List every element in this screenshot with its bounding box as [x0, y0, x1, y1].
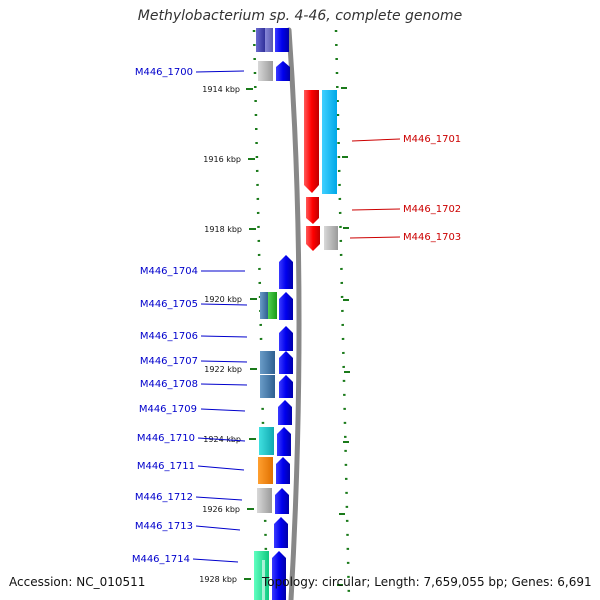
genome-backbone [286, 27, 302, 600]
tick-label: 1920 kbp [204, 295, 242, 304]
gene-label[interactable]: M446_1703 [403, 232, 461, 243]
gene-label[interactable]: M446_1707 [140, 356, 198, 367]
gene-m446-1705[interactable] [260, 292, 293, 320]
genome-title: Methylobacterium sp. 4-46, complete geno… [137, 8, 463, 24]
gene-label[interactable]: M446_1713 [135, 521, 193, 532]
gene-label[interactable]: M446_1714 [132, 554, 190, 565]
right-pointer-lines [349, 138, 401, 239]
gene-m446-1707[interactable] [260, 351, 293, 374]
gene-label[interactable]: M446_1712 [135, 492, 193, 503]
gene-m446-1700[interactable] [258, 61, 290, 81]
ruler-labels: 1914 kbp 1916 kbp 1918 kbp 1920 kbp 1922… [199, 85, 242, 584]
gene-m446-1706[interactable] [279, 326, 293, 351]
gene-m446-1711[interactable] [258, 457, 290, 484]
gene-m446-1701[interactable] [304, 90, 337, 194]
gene-label[interactable]: M446_1704 [140, 266, 198, 277]
left-pointer-lines [192, 70, 248, 563]
gene-label[interactable]: M446_1700 [135, 67, 193, 78]
gene-label[interactable]: M446_1710 [137, 433, 195, 444]
gene-m446-1708[interactable] [260, 375, 293, 398]
gene-m446-1710[interactable] [259, 427, 291, 456]
gene-label[interactable]: M446_1702 [403, 204, 461, 215]
accession-text: Accession: NC_010511 [9, 575, 146, 589]
gene-m446-1704[interactable] [279, 255, 293, 289]
gene-m446-1702[interactable] [306, 197, 319, 224]
ruler-ticks-left [244, 88, 257, 580]
gene-m446-1712[interactable] [257, 488, 289, 514]
gene-label[interactable]: M446_1708 [140, 379, 198, 390]
ruler-ticks-right [337, 87, 350, 586]
gene-block-top [256, 28, 289, 52]
tick-label: 1914 kbp [202, 85, 240, 94]
left-gene-labels: M446_1700 M446_1704 M446_1705 M446_1706 … [132, 67, 198, 565]
gene-label[interactable]: M446_1705 [140, 299, 198, 310]
tick-label: 1922 kbp [204, 365, 242, 374]
gene-m446-1709[interactable] [278, 400, 292, 425]
tick-label: 1918 kbp [204, 225, 242, 234]
tick-label: 1916 kbp [203, 155, 241, 164]
gene-label[interactable]: M446_1709 [139, 404, 197, 415]
tick-label: 1926 kbp [202, 505, 240, 514]
gene-m446-1703[interactable] [306, 226, 338, 251]
gene-m446-1714[interactable] [254, 551, 286, 600]
gene-label[interactable]: M446_1706 [140, 331, 198, 342]
gene-label[interactable]: M446_1701 [403, 134, 461, 145]
gene-m446-1713[interactable] [274, 517, 288, 548]
right-gene-labels: M446_1701 M446_1702 M446_1703 [403, 134, 461, 243]
genome-summary-text: Topology: circular; Length: 7,659,055 bp… [262, 575, 592, 589]
gene-label[interactable]: M446_1711 [137, 461, 195, 472]
tick-label: 1928 kbp [199, 575, 237, 584]
